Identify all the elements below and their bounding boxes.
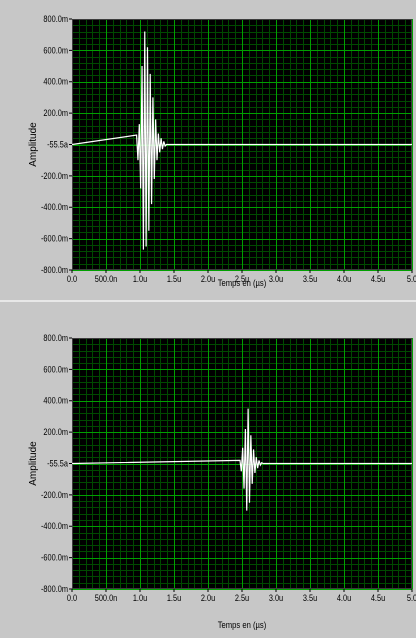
x-tick-label: 4.5u xyxy=(371,274,386,284)
y-tick-label: -400.0m xyxy=(41,203,68,213)
y-tick-label: -800.0m xyxy=(41,584,68,594)
x-tick-label: 1.0u xyxy=(133,593,148,603)
x-tick-label: 3.5u xyxy=(303,274,318,284)
x-tick-label: 4.0u xyxy=(337,274,352,284)
y-tick-label: 600.0m xyxy=(43,46,68,56)
x-tick-label: 3.5u xyxy=(303,593,318,603)
y-tick-label: 200.0m xyxy=(43,108,68,118)
y-tick-label: -200.0m xyxy=(41,490,68,500)
waveform-trace xyxy=(71,31,412,250)
x-tick-label: 4.5u xyxy=(371,593,386,603)
waveform-graph-2: 800.0m 600.0m 400.0m 200.0m -55.5a -200.0m -40… xyxy=(28,333,416,630)
y-tick-label: -600.0m xyxy=(41,553,68,563)
x-tick-label: 0.0 xyxy=(67,274,78,284)
waveform-graph-1: 800.0m 600.0m 400.0m 200.0m -55.5a -200.0m -40… xyxy=(28,14,416,288)
x-tick-label: 2.5u xyxy=(235,274,250,284)
y-tick-label: 400.0m xyxy=(43,77,68,87)
x-axis-title: Temps en (µs) xyxy=(218,619,267,630)
x-tick-label: 2.0u xyxy=(201,593,216,603)
y-tick-label: 200.0m xyxy=(43,427,68,437)
panel-divider xyxy=(0,300,416,302)
y-tick-label: -800.0m xyxy=(41,265,68,275)
y-tick-label: -55.5a xyxy=(47,140,68,150)
x-tick-label: 500.0n xyxy=(95,274,118,284)
x-tick-label: 1.5u xyxy=(167,274,182,284)
x-tick-label: 5.0 xyxy=(407,274,416,284)
y-tick-label: 800.0m xyxy=(43,333,68,343)
y-axis-title: Amplitude xyxy=(28,122,39,167)
x-tick-label: 5.0 xyxy=(407,593,416,603)
x-tick-label: 4.0u xyxy=(337,593,352,603)
y-axis-title: Amplitude xyxy=(28,441,39,486)
y-tick-label: 800.0m xyxy=(43,14,68,24)
x-tick-label: 2.5u xyxy=(235,593,250,603)
x-axis-title: Temps en (µs) xyxy=(218,277,267,288)
x-tick-label: 1.0u xyxy=(133,274,148,284)
x-tick-label: 3.0u xyxy=(269,274,284,284)
x-tick-label: 3.0u xyxy=(269,593,284,603)
y-tick-label: 600.0m xyxy=(43,365,68,375)
x-tick-label: 2.0u xyxy=(201,274,216,284)
x-tick-label: 1.5u xyxy=(167,593,182,603)
waveform-trace xyxy=(71,408,412,511)
y-tick-label: -400.0m xyxy=(41,522,68,532)
y-tick-label: -55.5a xyxy=(47,459,68,469)
x-tick-label: 500.0n xyxy=(95,593,118,603)
y-tick-label: -200.0m xyxy=(41,171,68,181)
y-tick-label: -600.0m xyxy=(41,234,68,244)
x-tick-label: 0.0 xyxy=(67,593,78,603)
y-tick-label: 400.0m xyxy=(43,396,68,406)
